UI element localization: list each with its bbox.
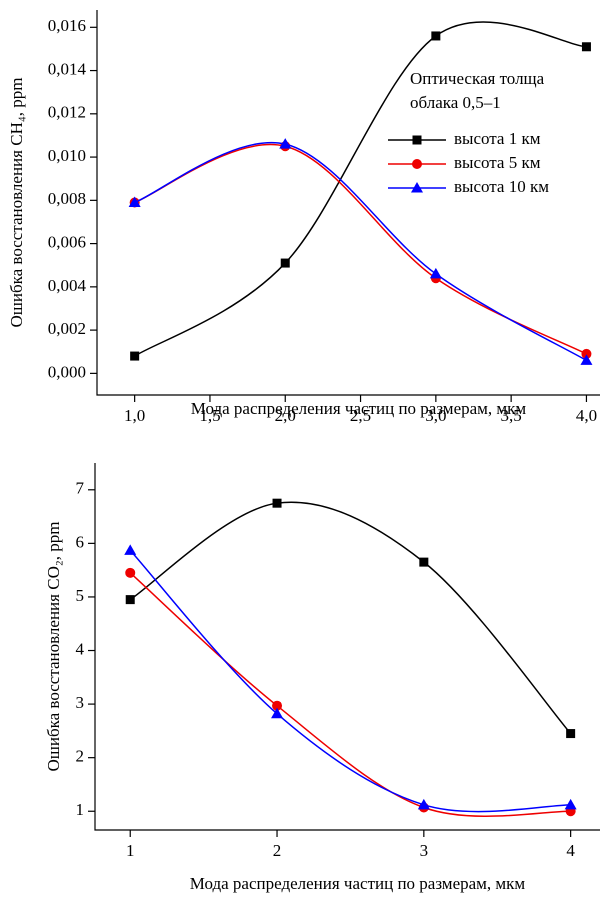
marker [419, 557, 429, 567]
legend-title: облака 0,5–1 [410, 93, 501, 112]
y-tick-label: 5 [76, 586, 85, 605]
marker [272, 498, 282, 508]
x-tick-label: 4,0 [576, 406, 597, 425]
axes [96, 10, 600, 396]
y-tick-label: 0,014 [48, 59, 87, 78]
x-tick-label: 2 [273, 841, 282, 860]
marker [124, 544, 137, 555]
marker [280, 258, 290, 268]
y-tick-label: 4 [76, 639, 85, 658]
y-tick-label: 7 [76, 479, 85, 498]
x-tick-label: 2,5 [350, 406, 371, 425]
marker [128, 196, 141, 207]
x-tick-label: 3,5 [501, 406, 522, 425]
marker [411, 182, 423, 193]
y-axis-label: Ошибка восстановления CO₂, ppm [44, 522, 63, 772]
x-tick-label: 1,5 [199, 406, 220, 425]
marker [431, 31, 441, 41]
y-tick-label: 0,004 [48, 276, 87, 295]
y-tick-label: 0,000 [48, 362, 86, 381]
marker [125, 595, 135, 605]
y-tick-label: 0,006 [48, 233, 86, 252]
y-tick-label: 3 [76, 693, 85, 712]
y-tick-label: 0,008 [48, 189, 86, 208]
x-axis-label: Мода распределения частиц по размерам, м… [191, 399, 527, 418]
marker [271, 707, 284, 719]
marker [279, 138, 292, 149]
x-tick-label: 3,0 [425, 406, 446, 425]
y-tick-label: 6 [76, 532, 85, 551]
y-tick-label: 1 [76, 800, 85, 819]
y-tick-label: 0,010 [48, 146, 86, 165]
marker [580, 354, 593, 365]
x-tick-label: 1,0 [124, 406, 145, 425]
y-tick-label: 0,016 [48, 16, 86, 35]
marker [125, 567, 136, 578]
x-tick-label: 1 [126, 841, 135, 860]
legend-label: высота 5 км [454, 153, 541, 172]
marker [566, 729, 576, 739]
marker [412, 135, 422, 145]
marker [581, 348, 592, 359]
x-tick-label: 3 [420, 841, 429, 860]
marker [130, 351, 140, 361]
marker [581, 42, 591, 52]
x-axis-label: Мода распределения частиц по размерам, м… [190, 874, 526, 893]
y-tick-label: 0,002 [48, 319, 86, 338]
x-tick-label: 2,0 [275, 406, 296, 425]
series-line [134, 21, 587, 357]
series-line [134, 141, 587, 362]
y-axis-label: Ошибка восстановления CH₄, ppm [7, 78, 26, 328]
marker [429, 267, 442, 279]
marker [272, 700, 283, 711]
marker [417, 798, 430, 810]
axes [94, 463, 600, 831]
legend-title: Оптическая толща [410, 69, 545, 88]
marker [564, 798, 577, 810]
marker [412, 159, 422, 169]
series-line [129, 501, 572, 735]
x-tick-label: 4 [566, 841, 575, 860]
y-tick-label: 2 [76, 747, 85, 766]
y-tick-label: 0,012 [48, 103, 86, 122]
legend-label: высота 10 км [454, 177, 549, 196]
legend-label: высота 1 км [454, 129, 541, 148]
series-line [129, 549, 571, 813]
series-line [129, 572, 571, 818]
